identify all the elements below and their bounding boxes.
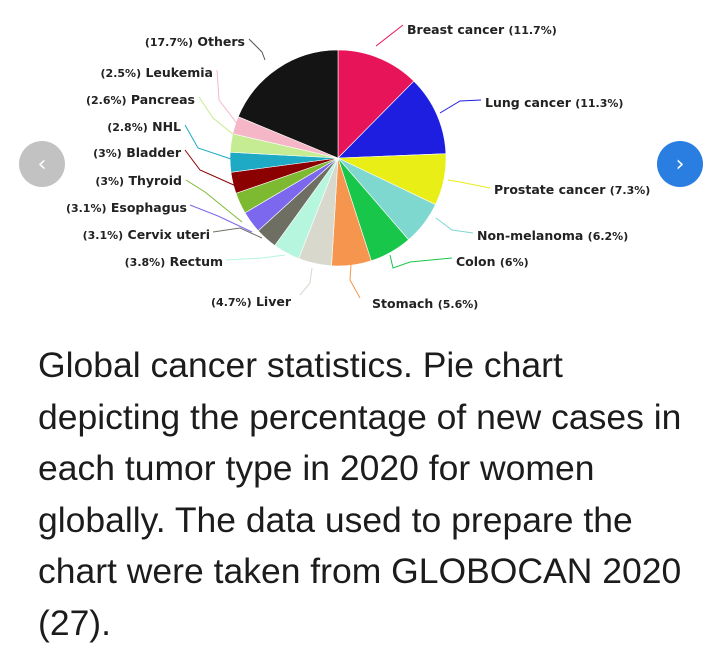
leader-line <box>248 38 266 61</box>
slice-label-colon: Colon (6%) <box>456 254 529 269</box>
leader-line <box>189 204 253 233</box>
slice-label-breast-cancer: Breast cancer (11.7%) <box>407 22 557 37</box>
leader-line <box>447 179 491 189</box>
pie-slice-lung-cancer <box>337 80 447 159</box>
leader-line <box>184 124 235 161</box>
slice-label-rectum: (3.8%) Rectum <box>125 254 223 269</box>
slice-label-others: (17.7%) Others <box>145 34 245 49</box>
leader-line <box>435 217 474 234</box>
leader-line <box>185 179 243 223</box>
leader-line <box>212 227 263 239</box>
slice-label-leukemia: (2.5%) Leukemia <box>101 65 213 80</box>
slice-label-pancreas: (2.6%) Pancreas <box>86 92 195 107</box>
leader-line <box>299 267 313 296</box>
slice-label-lung-cancer: Lung cancer (11.3%) <box>485 95 623 110</box>
slice-label-liver: (4.7%) Liver <box>211 294 292 309</box>
leader-line <box>439 99 482 114</box>
leader-line <box>184 149 237 187</box>
next-image-button[interactable]: › <box>657 141 703 187</box>
leader-line <box>225 254 286 261</box>
figure-caption: Global cancer statistics. Pie chart depi… <box>38 345 682 643</box>
slice-label-non-melanoma: Non-melanoma (6.2%) <box>477 228 628 243</box>
pie-chart: Breast cancer (11.7%) Lung cancer (11.3%)… <box>66 22 650 311</box>
leader-line <box>216 69 243 131</box>
leader-line <box>349 263 361 299</box>
slice-label-cervix-uteri: (3.1%) Cervix uteri <box>83 227 210 242</box>
slice-label-prostate-cancer: Prostate cancer (7.3%) <box>494 182 650 197</box>
leader-line <box>375 24 404 47</box>
chevron-left-icon: ‹ <box>37 151 47 177</box>
slice-label-stomach: Stomach (5.6%) <box>372 296 478 311</box>
pie-slice-others <box>237 49 339 159</box>
slice-label-bladder: (3%) Bladder <box>93 145 182 160</box>
pie-slice-breast-cancer <box>337 49 415 159</box>
previous-image-button[interactable]: ‹ <box>19 141 65 187</box>
leader-line <box>389 254 453 269</box>
chevron-right-icon: › <box>675 151 685 177</box>
slice-label-thyroid: (3%) Thyroid <box>95 173 182 188</box>
slice-label-esophagus: (3.1%) Esophagus <box>66 200 187 215</box>
leader-line <box>198 96 241 141</box>
slice-label-nhl: (2.8%) NHL <box>107 119 181 134</box>
